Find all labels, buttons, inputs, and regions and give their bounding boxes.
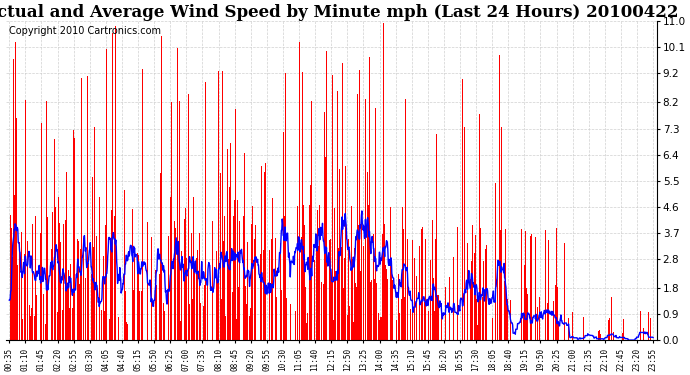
Title: Actual and Average Wind Speed by Minute mph (Last 24 Hours) 20100422: Actual and Average Wind Speed by Minute … [0,4,679,21]
Text: Copyright 2010 Cartronics.com: Copyright 2010 Cartronics.com [9,26,161,36]
